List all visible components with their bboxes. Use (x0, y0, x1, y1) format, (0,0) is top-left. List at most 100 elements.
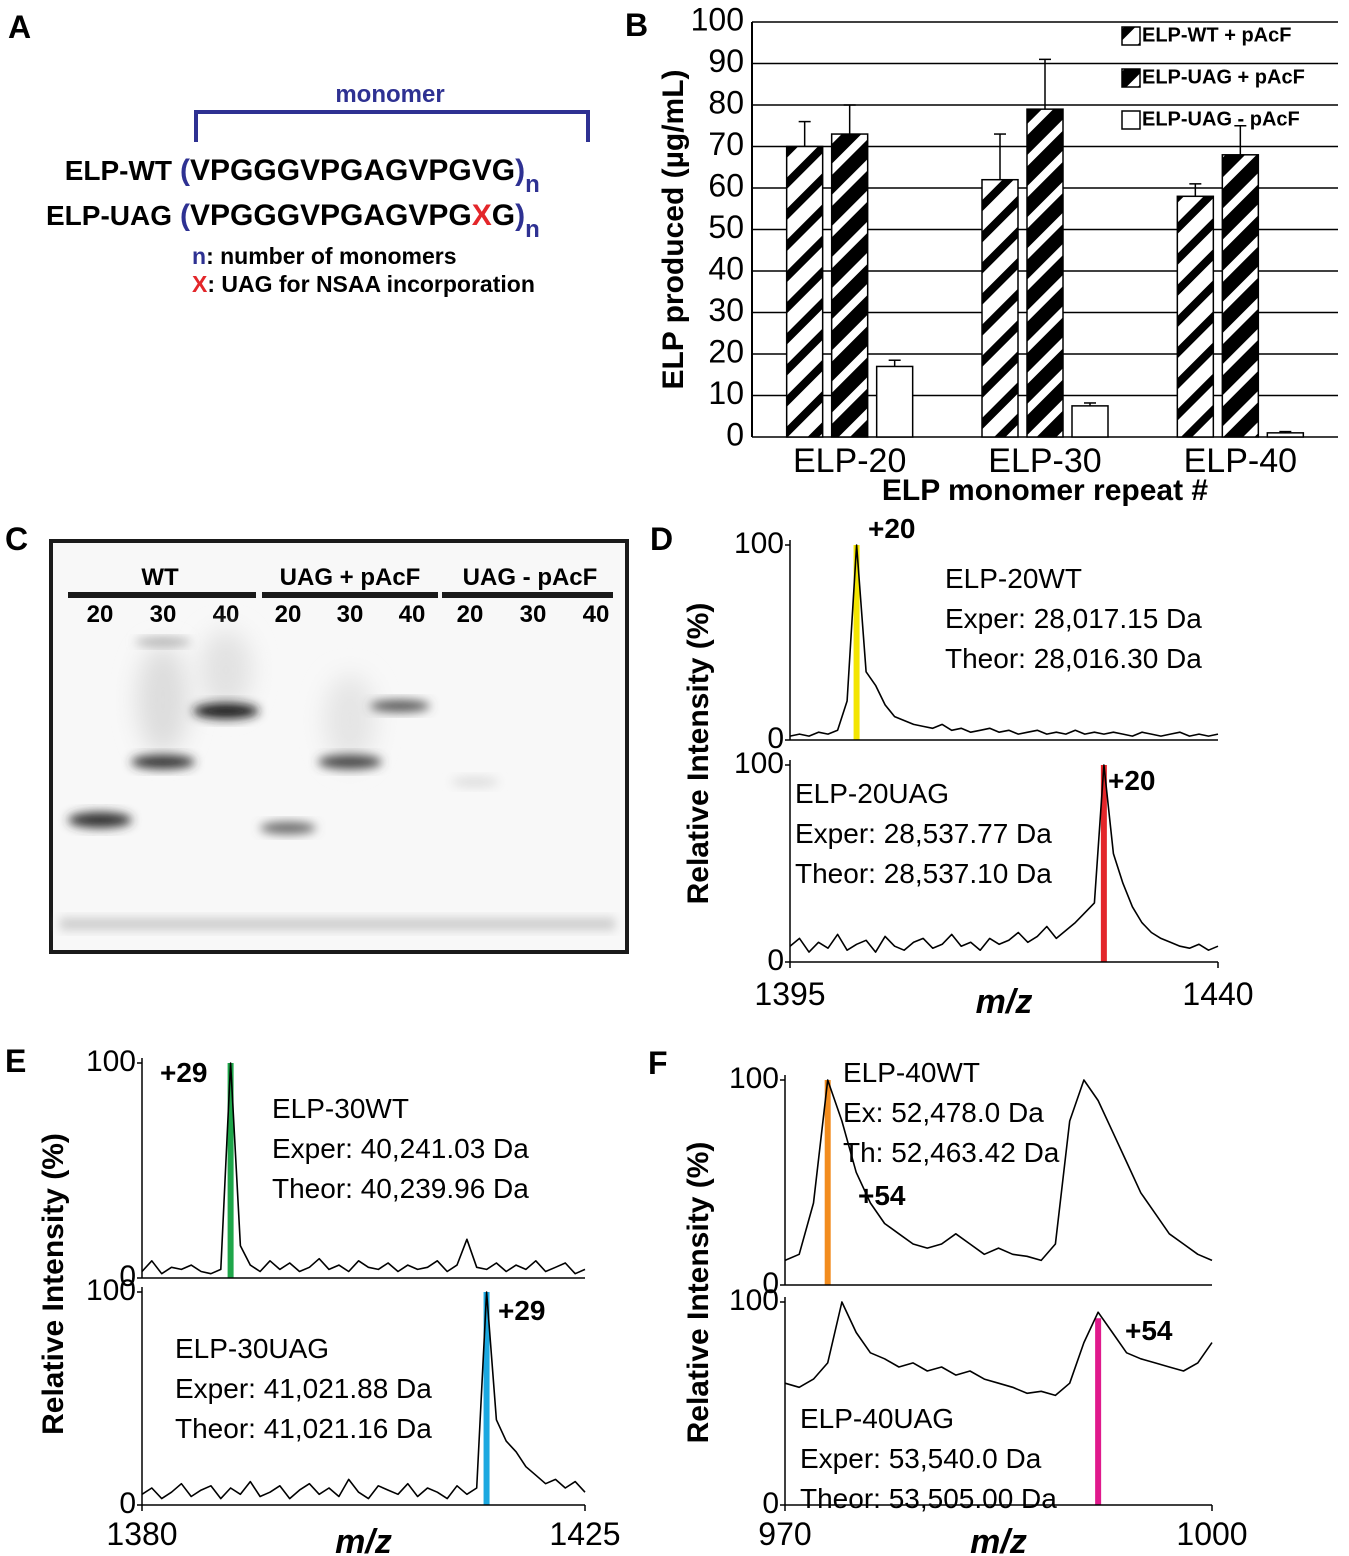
group-label: UAG + pAcF (280, 564, 421, 591)
note-text: : UAG for NSAA incorporation (207, 271, 535, 297)
y-tick-label: 50 (708, 209, 744, 245)
bar (981, 178, 1019, 438)
panel-label: D (650, 521, 673, 557)
bar (875, 365, 914, 438)
panel-c: C WT UAG + pAcF UAG - pAcF 20 30 40 20 3… (5, 521, 629, 954)
annotation: ELP-30UAG (175, 1333, 329, 1364)
lane-label: 30 (520, 601, 547, 628)
note: X: UAG for NSAA incorporation (192, 271, 535, 297)
x-tick-label: 1425 (549, 1516, 620, 1552)
x-tick-label: 1000 (1176, 1516, 1247, 1552)
peak-label: +29 (160, 1057, 208, 1088)
panel-label: A (8, 9, 31, 45)
x-axis-label: m/z (970, 1523, 1027, 1556)
annotation: ELP-40WT (843, 1057, 980, 1088)
y-tick-label: 70 (708, 126, 744, 162)
smear (200, 630, 252, 710)
lane-label: 40 (399, 601, 426, 628)
annotation: ELP-30WT (272, 1093, 409, 1124)
smear (324, 675, 376, 765)
annotation: Theor: 53,505.00 Da (800, 1483, 1057, 1514)
seq: VPGGGVPGAGVPG (190, 199, 472, 232)
note-text: : number of monomers (206, 243, 456, 269)
seq: G (492, 199, 515, 232)
spectrum-line (141, 1062, 586, 1275)
legend-swatch (1121, 26, 1141, 46)
peak-highlight (1095, 1318, 1102, 1505)
lane-label: 40 (213, 601, 240, 628)
y-tick-label: 80 (708, 84, 744, 120)
y-tick-label: 0 (767, 944, 784, 977)
group-bar (442, 592, 613, 598)
seq: VPGGGVPGAGVPGVG (190, 154, 515, 187)
peak-highlight (483, 1292, 490, 1505)
y-tick-label: 90 (708, 43, 744, 79)
smear (137, 645, 189, 755)
annotation: ELP-40UAG (800, 1403, 954, 1434)
y-tick-label: 100 (729, 1284, 779, 1317)
panel-label: E (5, 1043, 26, 1079)
lane-label: 40 (583, 601, 610, 628)
spectrum-line (784, 1301, 1213, 1397)
bracket (194, 110, 590, 142)
spectrum-line (784, 1079, 1213, 1262)
y-tick-label: 0 (767, 722, 784, 755)
spectrum-line (789, 544, 1219, 737)
y-tick-label: 0 (119, 1260, 136, 1293)
y-axis-label: Relative Intensity (%) (37, 1133, 70, 1435)
x-axis-label: ELP monomer repeat # (882, 474, 1209, 507)
x-tick-label: ELP-40 (1184, 442, 1297, 480)
y-axis-label: ELP produced (µg/mL) (657, 69, 690, 389)
y-tick-label: 40 (708, 250, 744, 286)
row-name: ELP-UAG (46, 200, 172, 231)
annotation: Ex: 52,478.0 Da (843, 1097, 1044, 1128)
annotation: Exper: 53,540.0 Da (800, 1443, 1042, 1474)
paren: ) (515, 154, 525, 187)
x-tick-label: 970 (758, 1516, 811, 1552)
paren: ) (515, 199, 525, 232)
bar (1266, 432, 1305, 438)
peak-highlight (227, 1063, 234, 1278)
y-tick-label: 100 (729, 1062, 779, 1095)
x-axis-label: m/z (335, 1523, 392, 1556)
bar (830, 133, 869, 438)
x-tick-label: 1440 (1182, 976, 1253, 1012)
lane-label: 30 (337, 601, 364, 628)
spectrum-line (141, 1291, 586, 1500)
annotation: ELP-20WT (945, 563, 1082, 594)
band (68, 812, 132, 828)
band (131, 755, 195, 769)
y-tick-label: 10 (708, 375, 744, 411)
lane-label: 20 (457, 601, 484, 628)
y-tick-label: 100 (691, 1, 744, 37)
sequence: (VPGGGVPGAGVPGVG)n (180, 154, 540, 198)
peak-highlight (824, 1080, 831, 1285)
band (318, 755, 382, 769)
y-axis-label: Relative Intensity (%) (682, 1142, 715, 1444)
paren: ( (180, 199, 190, 232)
legend-label: ELP-UAG - pAcF (1142, 108, 1300, 130)
subscript: n (525, 171, 540, 198)
y-tick-label: 0 (726, 416, 744, 452)
seq-x: X (472, 199, 492, 232)
peak-label: +20 (1108, 765, 1156, 796)
panel-a: A monomer ELP-WT (VPGGGVPGAGVPGVG)n ELP-… (8, 9, 590, 297)
annotation: ELP-20UAG (795, 778, 949, 809)
y-tick-label: 60 (708, 167, 744, 203)
band (135, 638, 191, 646)
peak-label: +54 (858, 1180, 906, 1211)
lane-label: 20 (275, 601, 302, 628)
legend-label: ELP-WT + pAcF (1142, 24, 1291, 46)
sequence: (VPGGGVPGAGVPGXG)n (180, 199, 540, 243)
annotation: Theor: 41,021.16 Da (175, 1413, 432, 1444)
annotation: Theor: 28,537.10 Da (795, 858, 1052, 889)
legend-label: ELP-UAG + pAcF (1142, 66, 1305, 88)
y-tick-label: 0 (119, 1487, 136, 1520)
group-bar (68, 592, 256, 598)
paren: ( (180, 154, 190, 187)
y-tick-label: 100 (734, 747, 784, 780)
y-tick-label: 100 (86, 1274, 136, 1307)
annotation: Exper: 28,017.15 Da (945, 603, 1202, 634)
x-tick-label: ELP-20 (793, 442, 906, 480)
